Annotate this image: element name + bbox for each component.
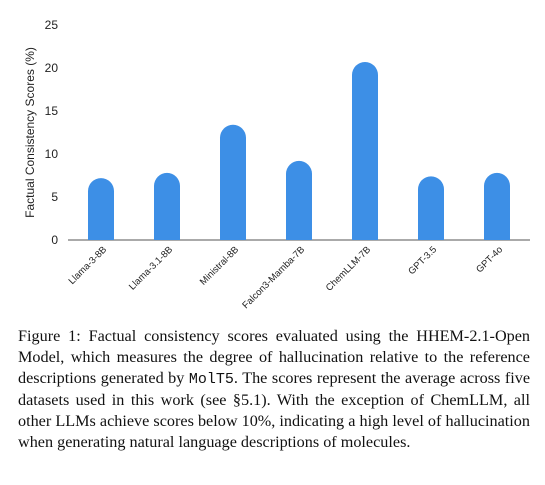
- bar-llama-3-1-8b: [154, 172, 180, 240]
- y-tick-label: 5: [51, 190, 58, 204]
- bar-chart: 0 5 10 15 20 25 Llama-3-8B Llama-3.1-8B Ministr…: [23, 18, 530, 311]
- bar-llama-3-8b: [88, 178, 114, 240]
- bar-gpt-4o: [484, 172, 510, 240]
- bar-base: [220, 227, 246, 240]
- caption-label: Figure 1:: [18, 327, 81, 345]
- bar-base: [418, 227, 444, 240]
- caption-text-after-code: . The scores represent the average acros…: [18, 369, 531, 451]
- bar-base: [88, 227, 114, 240]
- bar-base: [352, 227, 378, 240]
- bar-chemllm-7b: [352, 61, 378, 241]
- bar-base: [154, 227, 180, 240]
- x-tick-label: Falcon3-Mamba-7B: [240, 244, 307, 311]
- caption-text-before-code: Factual consistency scores evaluated usi…: [18, 327, 531, 387]
- y-tick-label: 25: [45, 18, 59, 32]
- bar-base: [484, 227, 510, 240]
- caption-code: MolT5: [188, 371, 234, 388]
- x-tick-label: Llama-3-8B: [67, 244, 110, 287]
- x-axis-labels: Llama-3-8B Llama-3.1-8B Ministral-8B Falcon…: [67, 244, 506, 311]
- y-tick-label: 15: [45, 104, 59, 118]
- bar-gpt-3-5: [418, 176, 444, 240]
- x-tick-label: Ministral-8B: [198, 244, 241, 287]
- y-tick-label: 0: [51, 233, 58, 247]
- x-tick-label: Llama-3.1-8B: [127, 244, 175, 292]
- y-axis-ticks: 0 5 10 15 20 25: [45, 18, 59, 247]
- y-tick-label: 20: [45, 61, 59, 75]
- bar-base: [286, 227, 312, 240]
- y-tick-label: 10: [45, 147, 59, 161]
- bars: [88, 61, 510, 241]
- bar-falcon3-mamba-7b: [286, 160, 312, 240]
- x-tick-label: ChemLLM-7B: [324, 244, 373, 293]
- x-tick-label: GPT-3.5: [406, 244, 439, 277]
- bar-ministral-8b: [220, 124, 246, 240]
- y-axis-title: Factual Consistency Scores (%): [23, 47, 37, 218]
- x-tick-label: GPT-4o: [474, 244, 505, 275]
- figure-caption: Figure 1: Factual consistency scores eva…: [18, 326, 530, 453]
